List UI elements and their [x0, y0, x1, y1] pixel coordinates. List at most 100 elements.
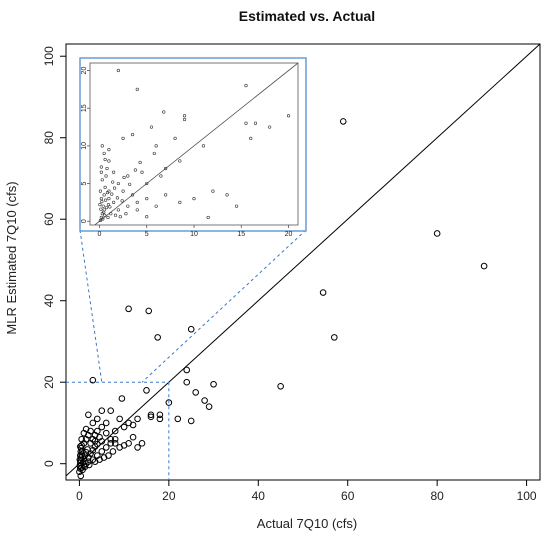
inset-data-point — [201, 144, 206, 148]
inset-data-point — [118, 215, 122, 219]
inset-data-point — [108, 205, 112, 209]
inset-data-point — [99, 197, 103, 201]
data-point — [165, 399, 173, 406]
inset-x-tick-label: 20 — [285, 231, 293, 238]
data-point — [107, 435, 115, 443]
data-point — [91, 437, 99, 445]
data-point — [134, 415, 141, 423]
data-point — [147, 411, 155, 419]
one-to-one-line — [65, 43, 541, 477]
inset-data-point — [159, 174, 163, 178]
inset-data-point — [107, 197, 111, 201]
inset-data-point — [121, 136, 125, 140]
data-point — [192, 389, 199, 396]
inset-data-point — [225, 193, 229, 197]
data-point — [143, 387, 150, 394]
data-point — [156, 415, 164, 423]
data-point — [480, 262, 488, 270]
inset-data-point — [102, 210, 106, 214]
inset-x-tick-label: 15 — [237, 231, 245, 238]
inset-data-point — [99, 207, 103, 211]
inset-data-point — [116, 68, 120, 73]
inset-data-point — [106, 203, 111, 207]
inset-data-point — [101, 217, 105, 221]
y-tick-label: 100 — [42, 46, 56, 66]
data-point — [120, 423, 128, 431]
inset-data-point — [103, 198, 108, 202]
inset-data-point — [178, 200, 182, 204]
data-point — [138, 440, 146, 447]
inset-data-point — [253, 121, 258, 125]
data-point — [82, 425, 90, 433]
x-tick-label: 80 — [430, 489, 444, 503]
data-point — [125, 305, 132, 313]
inset-data-point — [111, 180, 115, 184]
data-point — [277, 382, 284, 390]
data-point — [98, 407, 106, 415]
data-point — [102, 429, 110, 437]
inset-data-point — [104, 206, 109, 210]
inset-data-point — [112, 186, 117, 190]
data-point — [129, 433, 137, 441]
inset-data-point — [244, 121, 248, 125]
data-point — [81, 452, 89, 459]
inset-data-point — [164, 193, 168, 197]
inset-data-point — [130, 132, 135, 137]
inset-data-point — [98, 218, 102, 223]
x-tick-label: 60 — [341, 489, 355, 503]
inset-data-point — [154, 144, 158, 148]
inset-data-point — [106, 215, 110, 220]
data-point — [102, 444, 110, 451]
inset-data-point — [152, 151, 156, 156]
data-point — [205, 403, 213, 410]
data-point — [183, 378, 191, 386]
data-point — [107, 407, 115, 415]
inset-data-point — [140, 170, 144, 174]
y-tick-label: 60 — [42, 212, 56, 226]
inset-data-point — [268, 125, 272, 129]
inset-data-point — [130, 193, 135, 197]
inset-data-point — [182, 114, 187, 118]
inset-data-point — [133, 168, 137, 172]
data-point — [78, 435, 85, 443]
inset-data-point — [120, 199, 124, 203]
data-point — [145, 307, 153, 315]
data-point — [118, 395, 126, 402]
data-point — [116, 415, 123, 423]
inset-data-point — [173, 136, 177, 140]
inset-data-point — [135, 200, 139, 204]
data-point — [87, 450, 94, 457]
inset-data-point — [162, 110, 166, 114]
inset-data-point — [103, 157, 107, 162]
inset-data-point — [113, 213, 118, 217]
inset-data-point — [122, 175, 126, 180]
data-point — [433, 230, 441, 237]
inset-data-point — [145, 215, 149, 219]
data-point — [129, 421, 137, 429]
data-point — [319, 289, 327, 296]
data-point — [111, 435, 119, 443]
data-point — [187, 417, 195, 425]
inset-connector-right — [141, 229, 307, 383]
data-point — [98, 448, 106, 455]
inset-y-tick-label: 0 — [81, 219, 88, 223]
plot-frame — [65, 43, 541, 481]
inset-x-tick-label: 10 — [190, 231, 198, 238]
inset-y-tick-label: 15 — [81, 104, 88, 112]
inset-data-point — [100, 178, 104, 182]
data-point — [134, 444, 141, 451]
data-point — [98, 423, 106, 431]
data-point — [210, 380, 217, 388]
data-point — [154, 334, 161, 341]
inset-data-point — [234, 204, 239, 208]
inset-data-point — [109, 212, 113, 216]
data-point — [77, 452, 84, 459]
data-point — [89, 419, 97, 427]
inset-data-point — [126, 204, 130, 208]
y-tick-label: 80 — [42, 131, 56, 145]
inset-data-point — [99, 170, 103, 174]
inset-data-point — [154, 204, 158, 208]
inset-data-point — [105, 166, 109, 171]
inset-data-point — [211, 189, 215, 193]
inset-data-point — [116, 208, 120, 212]
